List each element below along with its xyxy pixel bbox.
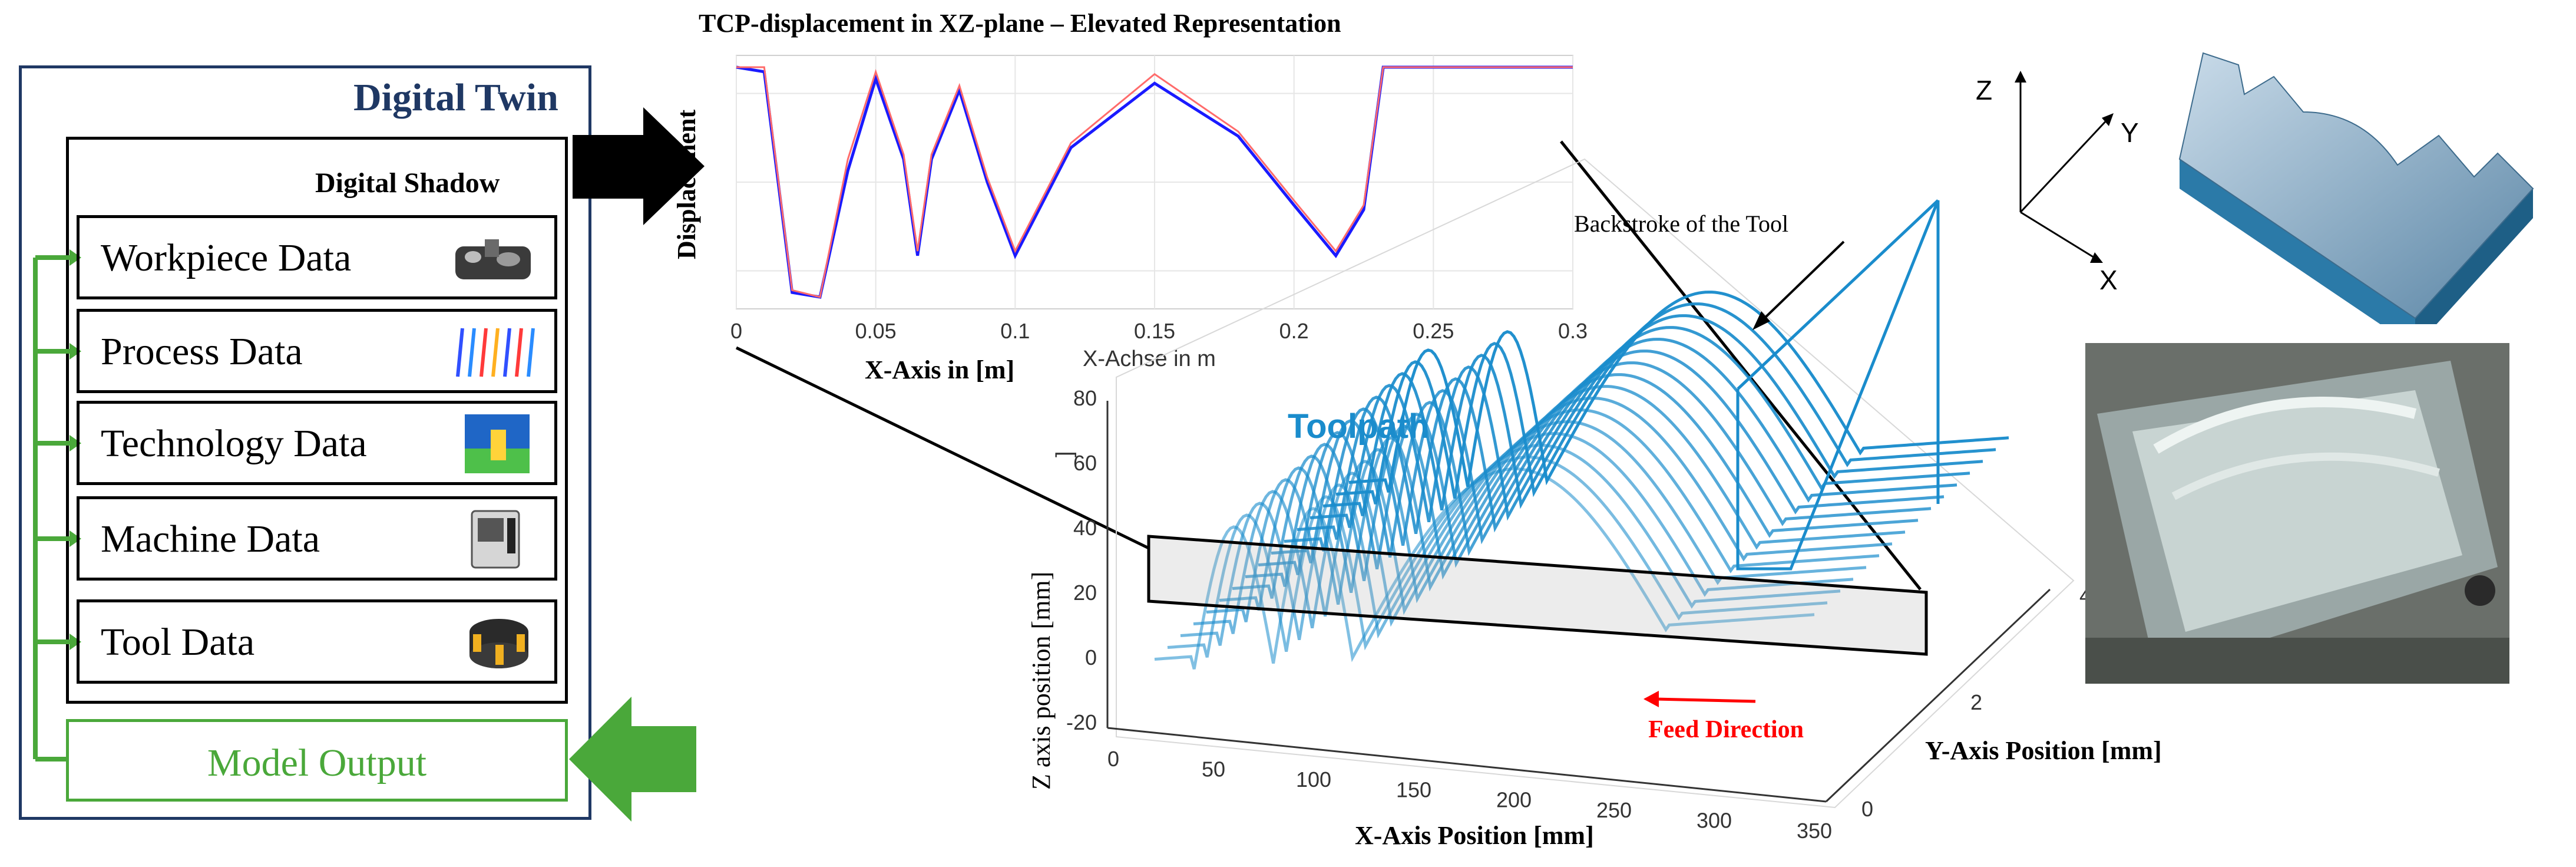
- toolpath-pass: [1322, 314, 1983, 516]
- chart-x-tick-label: 0.2: [1279, 319, 1309, 343]
- toolpath-x-label: X-Axis Position [mm]: [1355, 821, 1594, 850]
- chart-grid: [736, 55, 1573, 309]
- toolpath-x-tick: 350: [1797, 819, 1832, 843]
- model-output-box: Model Output: [66, 719, 568, 802]
- workpiece-icon: [455, 239, 531, 279]
- chart-x-ticks: 0 0.05 0.1 0.15 0.2 0.25 0.3: [730, 319, 1588, 343]
- chart-x-tick-label: 0.05: [855, 319, 897, 343]
- digital-twin-title: Digital Twin: [353, 76, 558, 119]
- digital-shadow-title: Digital Shadow: [315, 167, 500, 199]
- data-box-workpiece: Workpiece Data: [77, 215, 557, 299]
- toolpath-pass: [1335, 302, 1996, 505]
- axis-z-label: Z: [1976, 75, 1993, 106]
- toolpath-x-tick: 150: [1396, 777, 1431, 802]
- chart-series-reference: [736, 66, 1573, 298]
- toolpath-title: Toolpath: [1288, 407, 1430, 446]
- toolpath-bracket-label: ]: [1052, 451, 1077, 457]
- technology-icon: [465, 414, 530, 473]
- toolpath-z-label: Z axis position [mm]: [1027, 571, 1056, 790]
- data-label-tool: Tool Data: [101, 621, 255, 664]
- chart-series: [736, 65, 1573, 299]
- toolpath-y-label: Y-Axis Position [mm]: [1925, 736, 2162, 765]
- toolpath-x-tick: 300: [1697, 809, 1732, 833]
- toolpath-z-tick: -20: [1066, 710, 1097, 734]
- toolpath-x-tick: 250: [1596, 798, 1632, 822]
- backstroke-path: [1736, 200, 1940, 571]
- chart-x-tick-label: 0.25: [1413, 319, 1454, 343]
- workpiece-photo: [2085, 343, 2509, 684]
- feedback-lines: [33, 107, 705, 822]
- toolpath-y-tick: 0: [1861, 797, 1873, 821]
- toolpath-z-tick: 20: [1073, 581, 1097, 605]
- chart-x-tick-label: 0.3: [1558, 319, 1588, 343]
- toolpath-x-tick: 50: [1202, 757, 1225, 781]
- data-box-tool: Tool Data: [77, 599, 557, 684]
- toolpath-pass: [1310, 326, 1970, 528]
- data-label-technology: Technology Data: [101, 422, 367, 465]
- toolpath-z-tick: 40: [1073, 516, 1097, 540]
- chart-x-tick-label: 0: [730, 319, 742, 343]
- toolpath-x-tick: 100: [1296, 767, 1331, 792]
- chart-title: TCP-displacement in XZ-plane – Elevated …: [699, 9, 1341, 38]
- data-box-process: Process Data: [77, 309, 557, 393]
- chart-x-label-secondary: X-Achse in m: [1083, 347, 1216, 371]
- model-output-label: Model Output: [207, 741, 427, 784]
- process-chart-icon: [456, 328, 535, 377]
- toolpath-z-tick: 60: [1073, 451, 1097, 475]
- digital-twin-frame: [19, 65, 591, 820]
- feed-direction-label: Feed Direction: [1648, 716, 1804, 743]
- machine-icon: [471, 510, 520, 569]
- milling-tool-icon: [469, 619, 528, 668]
- xyz-axes: [2015, 71, 2114, 263]
- toolpath-y-tick: 2: [1970, 690, 1982, 714]
- digital-shadow-frame: [66, 137, 568, 704]
- toolpath-z-tick: 0: [1085, 645, 1097, 670]
- axis-x-label: X: [2099, 265, 2118, 295]
- chart-x-tick-label: 0.1: [1000, 319, 1030, 343]
- data-label-process: Process Data: [101, 330, 303, 373]
- tcp-displacement-chart: 0 0.05 0.1 0.15 0.2 0.25 0.3: [730, 55, 1588, 343]
- data-label-machine: Machine Data: [101, 517, 320, 561]
- axis-y-label: Y: [2121, 117, 2139, 148]
- data-label-workpiece: Workpiece Data: [101, 236, 352, 279]
- chart-x-label: X-Axis in [m]: [865, 355, 1015, 384]
- toolpath-z-tick: 80: [1073, 386, 1097, 410]
- toolpath-pass: [1348, 291, 2009, 493]
- toolpath-x-tick: 0: [1107, 747, 1119, 771]
- workpiece-cad-model: [2178, 52, 2534, 324]
- zoom-band: [1147, 535, 1928, 656]
- toolpath-lines: [1154, 291, 2009, 670]
- toolpath-x-tick: 200: [1496, 788, 1532, 812]
- backstroke-label: Backstroke of the Tool: [1574, 210, 1789, 237]
- data-box-machine: Machine Data: [77, 496, 557, 581]
- chart-x-tick-label: 0.15: [1134, 319, 1175, 343]
- data-box-technology: Technology Data: [77, 401, 557, 485]
